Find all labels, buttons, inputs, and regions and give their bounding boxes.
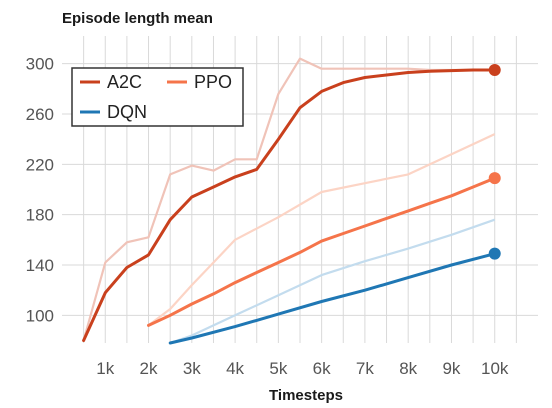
chart-title: Episode length mean bbox=[62, 10, 213, 27]
x-tick-label: 7k bbox=[356, 359, 374, 378]
ppo-end-point bbox=[488, 172, 501, 185]
y-tick-label: 260 bbox=[26, 105, 54, 124]
legend-box bbox=[71, 67, 244, 127]
dqn-line bbox=[168, 252, 497, 345]
x-tick-label: 6k bbox=[313, 359, 331, 378]
smoothed-series-layer bbox=[82, 68, 497, 345]
dqn-end-point bbox=[488, 247, 501, 260]
dqn-raw-line bbox=[169, 218, 496, 345]
x-axis-ticks: 1k 2k 3k 4k 5k 6k 7k 8k 9k 10k bbox=[96, 359, 509, 378]
dqn-legend-label: DQN bbox=[107, 102, 147, 122]
a2c-legend-label: A2C bbox=[107, 72, 142, 92]
x-tick-label: 10k bbox=[481, 359, 509, 378]
y-tick-label: 100 bbox=[26, 306, 54, 325]
x-tick-label: 2k bbox=[140, 359, 158, 378]
raw-series-layer bbox=[82, 57, 496, 345]
a2c-raw-line bbox=[82, 57, 495, 341]
a2c-line bbox=[82, 68, 497, 342]
x-tick-label: 4k bbox=[226, 359, 244, 378]
x-tick-label: 3k bbox=[183, 359, 201, 378]
y-tick-label: 300 bbox=[26, 55, 54, 74]
x-tick-label: 8k bbox=[399, 359, 417, 378]
a2c-end-point bbox=[488, 63, 501, 76]
x-tick-label: 1k bbox=[96, 359, 114, 378]
y-axis-ticks: 100 140 180 220 260 300 bbox=[26, 55, 54, 326]
ppo-legend-label: PPO bbox=[194, 72, 232, 92]
x-axis-label: Timesteps bbox=[269, 387, 343, 404]
ppo-raw-line bbox=[147, 133, 496, 327]
legend: A2C PPO DQN bbox=[71, 67, 244, 127]
y-tick-label: 220 bbox=[26, 155, 54, 174]
y-tick-label: 180 bbox=[26, 206, 54, 225]
end-markers bbox=[488, 63, 501, 260]
y-tick-label: 140 bbox=[26, 256, 54, 275]
x-tick-label: 9k bbox=[442, 359, 460, 378]
x-tick-label: 5k bbox=[269, 359, 287, 378]
ppo-line bbox=[147, 176, 497, 327]
